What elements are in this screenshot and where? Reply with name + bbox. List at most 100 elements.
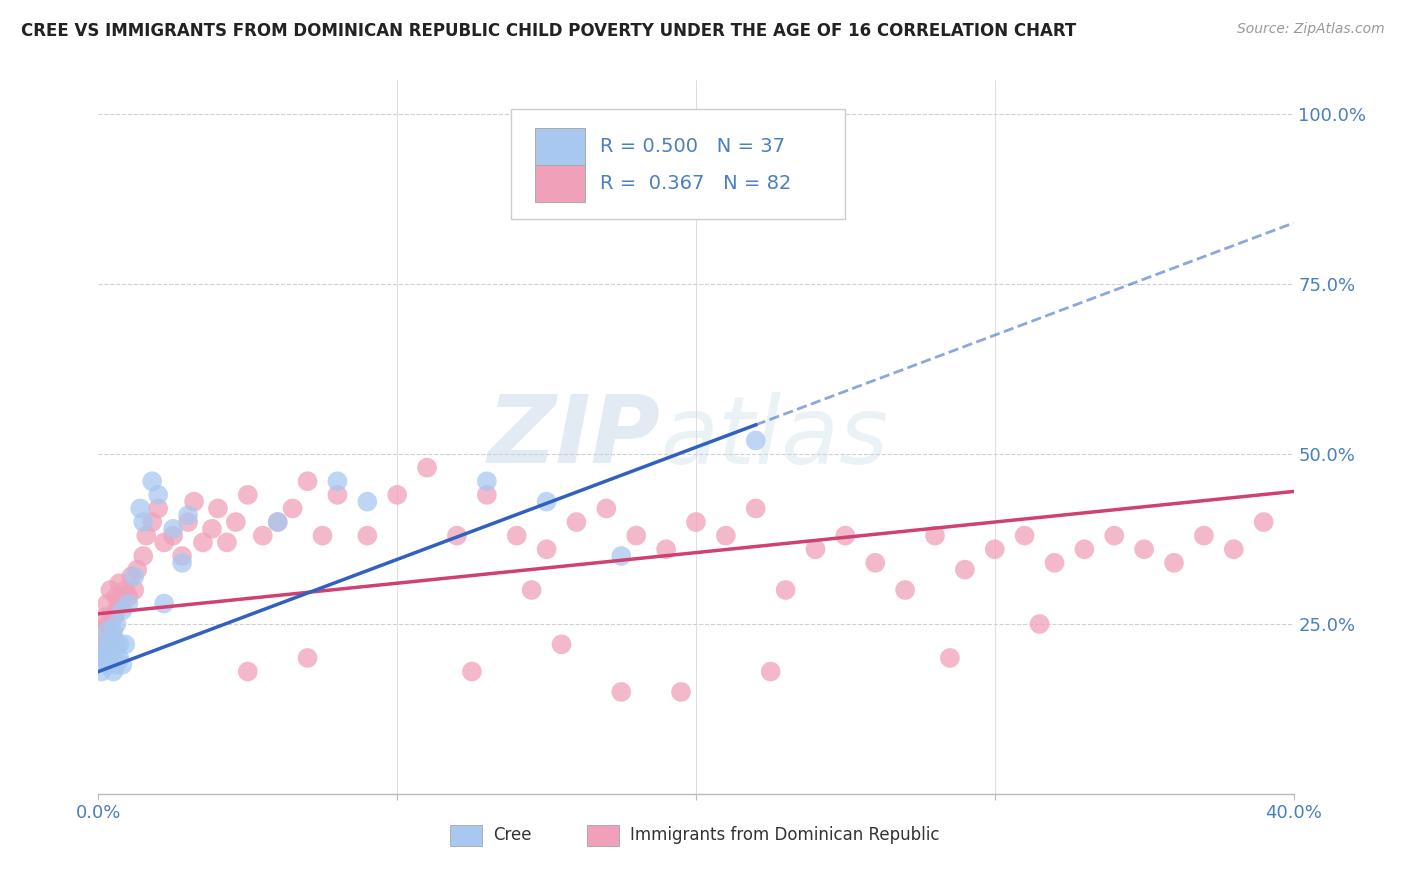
Point bbox=[669, 685, 692, 699]
Point bbox=[446, 528, 468, 542]
Point bbox=[225, 515, 247, 529]
Point bbox=[108, 576, 131, 591]
Point bbox=[475, 475, 498, 489]
Point bbox=[111, 603, 134, 617]
Point bbox=[111, 590, 134, 604]
Point bbox=[108, 637, 131, 651]
Point bbox=[96, 617, 118, 632]
Point bbox=[281, 501, 304, 516]
Point bbox=[105, 603, 128, 617]
Point bbox=[120, 569, 142, 583]
Point bbox=[834, 528, 856, 542]
Point bbox=[108, 597, 131, 611]
FancyBboxPatch shape bbox=[588, 824, 620, 846]
Point bbox=[550, 637, 572, 651]
Point bbox=[1073, 542, 1095, 557]
Point bbox=[103, 610, 125, 624]
Point bbox=[215, 535, 238, 549]
Point bbox=[385, 488, 409, 502]
Point bbox=[775, 582, 797, 597]
Point bbox=[1104, 528, 1126, 542]
Point bbox=[162, 522, 184, 536]
Point bbox=[141, 475, 163, 489]
Point bbox=[804, 542, 827, 557]
FancyBboxPatch shape bbox=[534, 165, 585, 202]
FancyBboxPatch shape bbox=[450, 824, 482, 846]
Point bbox=[536, 542, 558, 557]
Point bbox=[93, 651, 115, 665]
Point bbox=[461, 665, 484, 679]
Point bbox=[172, 556, 194, 570]
Point bbox=[127, 563, 149, 577]
Point bbox=[1163, 556, 1185, 570]
Point bbox=[105, 637, 128, 651]
Point bbox=[177, 508, 200, 523]
Point bbox=[201, 522, 224, 536]
Point bbox=[1223, 542, 1246, 557]
Point bbox=[117, 597, 139, 611]
Point bbox=[96, 657, 118, 672]
Point bbox=[183, 494, 205, 508]
Text: Source: ZipAtlas.com: Source: ZipAtlas.com bbox=[1237, 22, 1385, 37]
Point bbox=[297, 475, 319, 489]
Text: Immigrants from Dominican Republic: Immigrants from Dominican Republic bbox=[630, 826, 939, 844]
Point bbox=[685, 515, 707, 529]
Point bbox=[98, 637, 122, 651]
Point bbox=[96, 644, 118, 658]
Point bbox=[536, 494, 558, 508]
Point bbox=[98, 651, 122, 665]
Text: CREE VS IMMIGRANTS FROM DOMINICAN REPUBLIC CHILD POVERTY UNDER THE AGE OF 16 COR: CREE VS IMMIGRANTS FROM DOMINICAN REPUBL… bbox=[21, 22, 1077, 40]
Point bbox=[90, 665, 112, 679]
Point bbox=[311, 528, 333, 542]
Point bbox=[1043, 556, 1066, 570]
Point bbox=[191, 535, 214, 549]
Point bbox=[207, 501, 229, 516]
Point bbox=[90, 624, 112, 638]
Point bbox=[924, 528, 946, 542]
Point bbox=[90, 644, 112, 658]
Point bbox=[236, 665, 259, 679]
Point bbox=[984, 542, 1007, 557]
Point bbox=[252, 528, 274, 542]
Point bbox=[124, 582, 146, 597]
Text: Cree: Cree bbox=[494, 826, 531, 844]
Point bbox=[326, 475, 349, 489]
Point bbox=[103, 624, 125, 638]
Point bbox=[1192, 528, 1215, 542]
Point bbox=[267, 515, 290, 529]
Point bbox=[356, 528, 378, 542]
Point bbox=[135, 528, 157, 542]
Point bbox=[162, 528, 184, 542]
Point bbox=[177, 515, 200, 529]
Point bbox=[117, 590, 139, 604]
Point bbox=[236, 488, 259, 502]
Point bbox=[105, 590, 128, 604]
Point bbox=[610, 685, 633, 699]
Point bbox=[90, 651, 112, 665]
Point bbox=[655, 542, 678, 557]
Point bbox=[129, 501, 152, 516]
Point bbox=[96, 597, 118, 611]
Point bbox=[1014, 528, 1036, 542]
Point bbox=[865, 556, 887, 570]
Point bbox=[416, 460, 439, 475]
Point bbox=[297, 651, 319, 665]
Point bbox=[98, 624, 122, 638]
Point bbox=[132, 515, 155, 529]
Point bbox=[714, 528, 737, 542]
Point bbox=[745, 501, 768, 516]
Point bbox=[745, 434, 768, 448]
Point bbox=[103, 665, 125, 679]
Point bbox=[565, 515, 588, 529]
Point bbox=[267, 515, 290, 529]
Point bbox=[1028, 617, 1050, 632]
Point bbox=[153, 535, 176, 549]
Point bbox=[103, 644, 125, 658]
Point bbox=[475, 488, 498, 502]
Point bbox=[105, 617, 128, 632]
Point bbox=[93, 637, 115, 651]
FancyBboxPatch shape bbox=[510, 109, 845, 219]
Point bbox=[148, 501, 170, 516]
Point bbox=[132, 549, 155, 563]
Point bbox=[141, 515, 163, 529]
